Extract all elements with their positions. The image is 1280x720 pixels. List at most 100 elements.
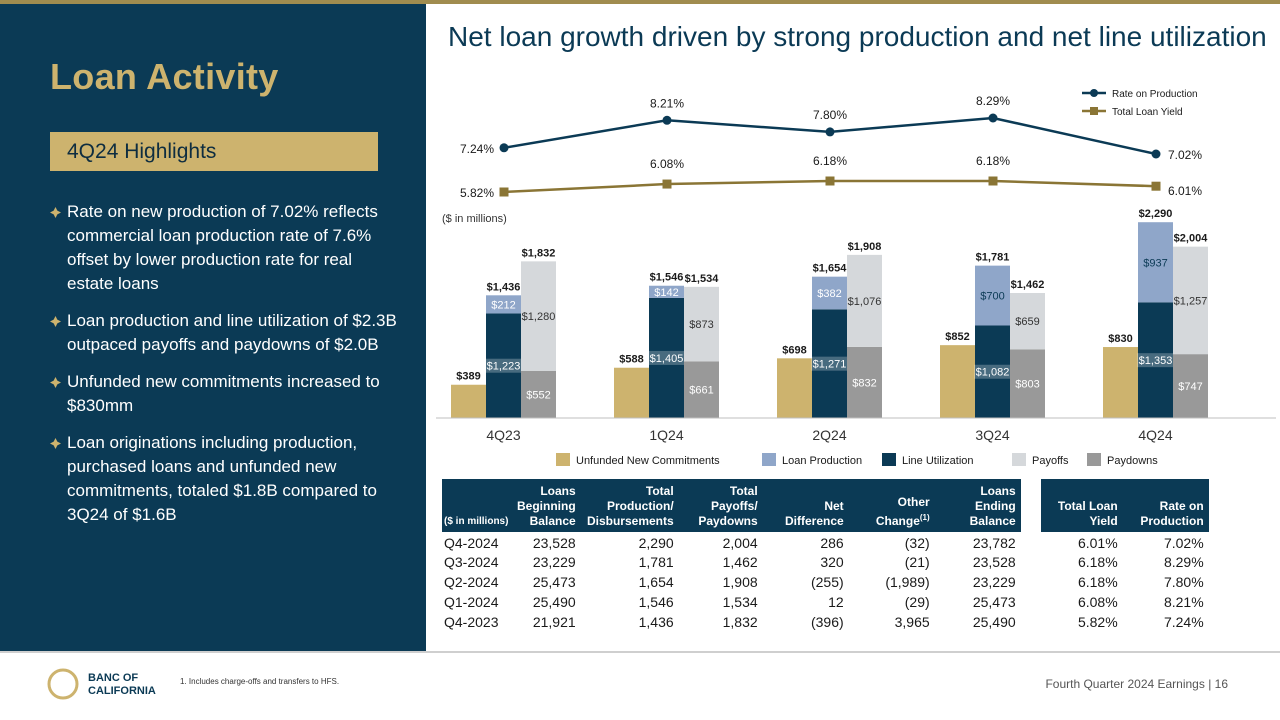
data-label-paydowns: $832 <box>852 377 876 389</box>
table-header-cell: Total Payoffs/Paydowns <box>678 479 763 532</box>
legend-marker <box>1090 107 1098 115</box>
bar-payoffs <box>847 254 882 347</box>
table-cell: 2,004 <box>722 535 758 551</box>
point-rate-on-production <box>825 127 835 137</box>
table-cell: 23,528 <box>532 535 576 551</box>
point-rate-on-production <box>499 143 509 153</box>
bar-loan-production <box>975 265 1010 326</box>
data-label-rate-on-production: 7.80% <box>813 108 847 122</box>
bar-line-utilization <box>486 313 521 418</box>
section-title: Loan Activity <box>50 56 279 97</box>
table-cell: (255) <box>810 574 844 590</box>
label-bg <box>974 364 1011 379</box>
loan-activity-table: ($ in millions) Loans Beginning Balance Tota… <box>442 479 1209 632</box>
table-cell: 2,290 <box>638 535 674 551</box>
data-label-unfunded: $588 <box>619 354 643 366</box>
table-cell: 8.29% <box>1163 554 1204 570</box>
highlight-text: Loan originations including production, … <box>67 433 377 524</box>
bar-payoffs <box>1010 292 1045 350</box>
table-cell: 1,908 <box>722 574 758 590</box>
data-label-rate-on-production: 8.21% <box>650 96 684 110</box>
data-label-unfunded: $852 <box>945 331 969 343</box>
point-total-loan-yield <box>499 187 509 197</box>
data-label-paydowns: $803 <box>1015 379 1039 391</box>
table-cell: (29) <box>904 594 930 610</box>
data-label-payoff-total: $1,908 <box>848 241 882 253</box>
table-gap <box>1020 592 1041 612</box>
legend-label: Total Loan Yield <box>1112 107 1183 118</box>
bar-unfunded <box>940 345 975 418</box>
row-label: Q4-2024 <box>444 535 499 551</box>
bar-payoffs <box>1173 246 1208 355</box>
table-header-cell: Loans Beginning Balance <box>514 479 581 532</box>
data-label-paydowns: $747 <box>1178 381 1202 393</box>
bar-paydowns <box>847 346 882 418</box>
label-bg <box>485 358 522 373</box>
legend-swatch <box>762 453 776 466</box>
footnote: 1. Includes charge-offs and transfers to… <box>180 677 340 686</box>
table-cell: 12 <box>828 594 844 610</box>
bar-paydowns <box>1173 354 1208 418</box>
data-label-production-total: $1,654 <box>813 263 848 275</box>
data-label-total-loan-yield: 6.18% <box>813 154 847 168</box>
x-tick-label: 4Q24 <box>1138 427 1172 443</box>
data-label-unfunded: $830 <box>1108 333 1132 345</box>
data-label-production-total: $1,436 <box>487 281 521 293</box>
table-cell: 25,490 <box>972 614 1016 630</box>
data-label-payoffs: $659 <box>1015 316 1039 328</box>
table-cell: 6.18% <box>1077 554 1118 570</box>
table-cell: 1,832 <box>722 614 758 630</box>
point-total-loan-yield <box>988 176 998 186</box>
legend-label: Paydowns <box>1107 455 1158 467</box>
table-row: Q3-2024 23,229 1,781 1,462 320 (21) 23,528 6.18… <box>442 552 1209 572</box>
table-row: Q4-2023 21,921 1,436 1,832 (396) 3,965 25,490 5… <box>442 612 1209 632</box>
data-label-total-loan-yield: 6.18% <box>976 154 1010 168</box>
table-row: Q1-2024 25,490 1,546 1,534 12 (29) 25,473 6.08%… <box>442 592 1209 612</box>
bar-line-utilization <box>812 309 847 418</box>
data-label-total-loan-yield: 6.01% <box>1168 184 1202 198</box>
table-cell: 25,490 <box>532 594 576 610</box>
data-label-line-utilization: $1,353 <box>1139 355 1173 367</box>
bar-paydowns <box>1010 349 1045 418</box>
diamond-bullet-icon <box>50 377 61 388</box>
legend-label: Rate on Production <box>1112 89 1198 100</box>
data-label-payoffs: $1,280 <box>522 311 556 323</box>
data-label-line-utilization: $1,082 <box>976 367 1010 379</box>
bar-paydowns <box>684 361 719 418</box>
table-cell: 7.02% <box>1163 535 1204 551</box>
data-label-loan-production: $212 <box>491 299 515 311</box>
bar-loan-production <box>649 285 684 298</box>
table-cell: 320 <box>820 554 844 570</box>
legend-label: Unfunded New Commitments <box>576 455 720 467</box>
data-label-unfunded: $389 <box>456 371 480 383</box>
table-cell: 25,473 <box>532 574 576 590</box>
highlight-text: Loan production and line utilization of … <box>67 311 397 354</box>
data-label-loan-production: $937 <box>1143 257 1167 269</box>
table-gap <box>1020 612 1041 632</box>
highlight-text: Unfunded new commitments increased to $8… <box>67 372 380 415</box>
table-cell: 7.80% <box>1163 574 1204 590</box>
x-tick-label: 3Q24 <box>975 427 1009 443</box>
data-label-payoffs: $1,076 <box>848 296 882 308</box>
point-total-loan-yield <box>1151 181 1161 191</box>
logo-text: BANC OF CALIFORNIA <box>88 672 178 698</box>
logo-line: CALIFORNIA <box>88 685 156 697</box>
bar-payoffs <box>521 261 556 371</box>
bar-loan-production <box>486 295 521 314</box>
point-rate-on-production <box>1151 149 1161 159</box>
bar-loan-production <box>812 276 847 310</box>
point-total-loan-yield <box>662 179 672 189</box>
table-cell: 23,782 <box>972 535 1016 551</box>
loan-activity-chart: $389 $1,223 $212 $1,436 $552 $1,280 $1,832 4Q23… <box>436 89 1276 467</box>
data-label-line-utilization: $1,223 <box>487 361 521 373</box>
highlights-list: Rate on new production of 7.02% reflects… <box>50 200 400 540</box>
bar-unfunded <box>451 384 486 418</box>
table-cell: 1,534 <box>722 594 758 610</box>
footer-rule <box>0 651 1280 653</box>
table-cell: 7.24% <box>1163 614 1204 630</box>
table-gap <box>1020 572 1041 592</box>
point-total-loan-yield <box>825 176 835 186</box>
data-label-payoff-total: $2,004 <box>1174 233 1209 245</box>
data-label-production-total: $1,546 <box>650 272 684 284</box>
legend-marker <box>1090 89 1098 97</box>
